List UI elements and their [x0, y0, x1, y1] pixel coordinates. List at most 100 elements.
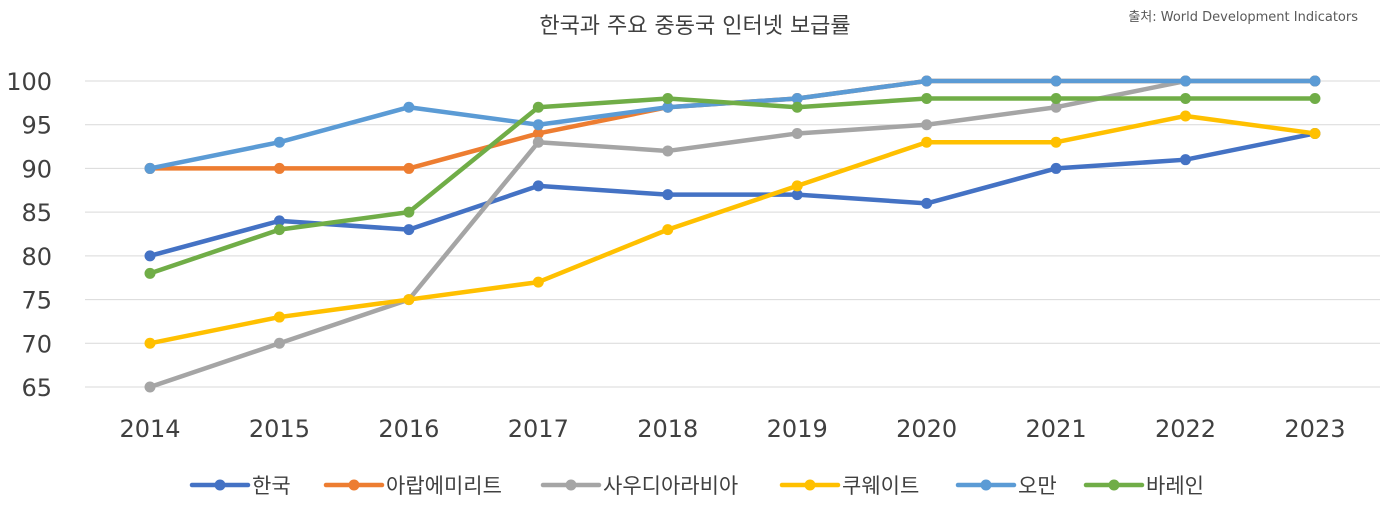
data-point [144, 162, 156, 174]
y-tick-label: 75 [21, 287, 52, 315]
data-point [1309, 127, 1321, 139]
data-point [921, 92, 933, 104]
data-point [144, 250, 156, 262]
data-point [1180, 110, 1192, 122]
data-point [662, 224, 674, 236]
x-tick-label: 2021 [1026, 415, 1087, 443]
legend-marker [1108, 479, 1120, 491]
data-point [1050, 92, 1062, 104]
y-tick-label: 95 [21, 112, 52, 140]
x-tick-label: 2017 [508, 415, 569, 443]
data-point [791, 180, 803, 192]
data-point [144, 267, 156, 279]
data-point [1050, 101, 1062, 113]
x-tick-label: 2016 [378, 415, 439, 443]
data-point [273, 224, 285, 236]
data-point [532, 276, 544, 288]
x-tick-label: 2018 [637, 415, 698, 443]
data-point [1180, 154, 1192, 166]
legend-marker [804, 479, 816, 491]
legend-item: 사우디아라비아 [540, 474, 738, 498]
x-tick-label: 2022 [1155, 415, 1216, 443]
data-point [662, 145, 674, 157]
series-line [147, 78, 1318, 390]
legend-item: 바레인 [1083, 474, 1204, 498]
data-point [662, 101, 674, 113]
legend-label: 쿠웨이트 [842, 474, 919, 498]
legend-label: 한국 [252, 474, 291, 498]
y-tick-label: 80 [21, 243, 52, 271]
data-point [403, 224, 415, 236]
x-tick-label: 2020 [896, 415, 957, 443]
data-point [403, 101, 415, 113]
legend: 한국 아랍에미리트 사우디아라비아 쿠웨이트 오만 바레인 [189, 474, 1204, 498]
data-point [532, 101, 544, 113]
data-point [273, 162, 285, 174]
data-point [532, 119, 544, 131]
y-tick-label: 65 [21, 374, 52, 402]
data-point [273, 337, 285, 349]
data-point [532, 127, 544, 139]
y-tick-label: 85 [21, 199, 52, 227]
data-point [144, 337, 156, 349]
x-axis-ticks: 2014 2015 2016 2017 2018 2019 2020 2021 2022 2023 [119, 415, 1345, 443]
x-tick-label: 2014 [119, 415, 180, 443]
series-0 [144, 127, 1321, 262]
x-tick-label: 2015 [249, 415, 310, 443]
data-point [921, 119, 933, 131]
data-point [791, 92, 803, 104]
data-point [1309, 75, 1321, 87]
legend-label: 오만 [1018, 474, 1057, 498]
data-point [273, 136, 285, 148]
data-point [662, 189, 674, 201]
y-axis-ticks: 65 70 75 80 85 90 95 100 [6, 68, 52, 402]
data-point [791, 127, 803, 139]
data-point [1050, 162, 1062, 174]
data-point [403, 294, 415, 306]
x-tick-label: 2019 [767, 415, 828, 443]
series-line [147, 113, 1318, 346]
data-point [273, 215, 285, 227]
data-point [1180, 92, 1192, 104]
data-point [921, 75, 933, 87]
data-point [791, 189, 803, 201]
legend-item: 아랍에미리트 [323, 474, 502, 498]
data-point [532, 136, 544, 148]
data-point [144, 381, 156, 393]
data-point [403, 206, 415, 218]
legend-marker [214, 479, 226, 491]
data-point [921, 136, 933, 148]
legend-label: 아랍에미리트 [386, 474, 502, 498]
data-point [1309, 92, 1321, 104]
data-point [403, 162, 415, 174]
legend-item: 한국 [189, 474, 291, 498]
data-point [791, 101, 803, 113]
data-point [273, 311, 285, 323]
data-point [532, 180, 544, 192]
data-point [1050, 75, 1062, 87]
legend-item: 오만 [955, 474, 1057, 498]
legend-label: 사우디아라비아 [603, 474, 738, 498]
series-line [147, 96, 1318, 276]
data-point [921, 197, 933, 209]
series-line [147, 131, 1318, 259]
data-point [662, 92, 674, 104]
legend-marker [980, 479, 992, 491]
legend-item: 쿠웨이트 [779, 474, 919, 498]
y-tick-label: 100 [6, 68, 52, 96]
series [144, 75, 1321, 393]
legend-label: 바레인 [1146, 474, 1204, 498]
legend-marker [565, 479, 577, 491]
legend-marker [348, 479, 360, 491]
chart-source: 출처: World Development Indicators [1128, 10, 1358, 25]
chart-title: 한국과 주요 중동국 인터넷 보급률 [539, 14, 851, 39]
series-5 [144, 92, 1321, 279]
data-point [1180, 75, 1192, 87]
y-tick-label: 90 [21, 155, 52, 183]
data-point [1050, 136, 1062, 148]
y-tick-label: 70 [21, 330, 52, 358]
x-tick-label: 2023 [1284, 415, 1345, 443]
series-3 [144, 110, 1321, 349]
